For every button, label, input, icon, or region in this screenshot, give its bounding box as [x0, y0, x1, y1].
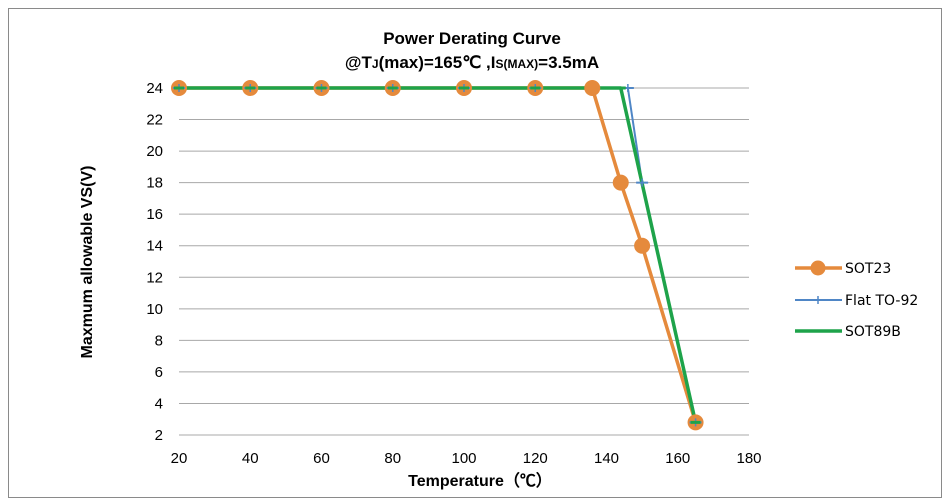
- x-tick-label: 140: [594, 450, 619, 467]
- y-tick-label: 6: [155, 364, 163, 381]
- legend-label: SOT23: [845, 261, 891, 277]
- y-tick-label: 14: [146, 238, 163, 255]
- data-point: [584, 80, 601, 96]
- x-axis-title: Temperature（℃）: [408, 472, 552, 490]
- x-tick-label: 180: [736, 450, 761, 467]
- y-tick-label: 20: [146, 143, 163, 160]
- y-tick-label: 8: [155, 332, 163, 349]
- x-tick-label: 40: [242, 450, 259, 467]
- gridlines: [179, 87, 749, 436]
- y-tick-label: 4: [155, 395, 163, 412]
- y-axis-title: Maxmum allowable VS(V): [79, 166, 96, 359]
- legend-label: SOT89B: [845, 324, 901, 340]
- series-line-sot89b: [179, 86, 698, 423]
- chart-subtitle: @TJ(max)=165℃ ,IS(MAX)=3.5mA: [345, 53, 599, 72]
- y-tick-label: 2: [155, 427, 163, 444]
- subtitle-part-5: =3.5mA: [538, 53, 599, 72]
- y-tick-label: 10: [146, 301, 163, 318]
- y-tick-label: 18: [146, 175, 163, 192]
- data-point: [612, 174, 629, 191]
- x-tick-label: 60: [313, 450, 330, 467]
- y-tick-label: 16: [146, 206, 163, 223]
- x-tick-label: 120: [523, 450, 548, 467]
- x-tick-label: 100: [451, 450, 476, 467]
- x-tick-label: 160: [665, 450, 690, 467]
- subtitle-part-1: @T: [345, 53, 373, 72]
- y-tick-label: 24: [146, 80, 163, 97]
- subtitle-part-3: (max)=165℃ ,I: [379, 53, 496, 72]
- subtitle-part-4: S(MAX): [495, 57, 538, 71]
- legend-label: Flat TO-92: [845, 293, 918, 309]
- subtitle-part-2: J: [372, 57, 379, 71]
- series-layer: [171, 80, 704, 431]
- y-tick-label: 12: [146, 269, 163, 286]
- legend-marker: [810, 260, 826, 276]
- data-point: [634, 237, 651, 254]
- x-tick-label: 20: [171, 450, 188, 467]
- legend: SOT23 Flat TO-92 SOT89B: [795, 260, 918, 340]
- y-tick-label: 22: [146, 112, 163, 129]
- x-tick-label: 80: [384, 450, 401, 467]
- chart-title: Power Derating Curve: [383, 29, 561, 48]
